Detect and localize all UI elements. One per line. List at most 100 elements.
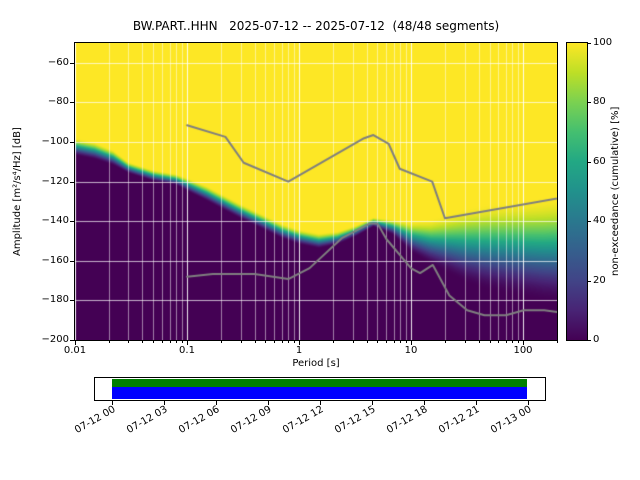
x-minor-tick-mark bbox=[394, 341, 395, 343]
x-minor-tick-mark bbox=[406, 341, 407, 343]
colorbar-tick-mark bbox=[588, 281, 591, 282]
ppsd-mesh-canvas bbox=[75, 43, 557, 340]
x-minor-tick-mark bbox=[128, 341, 129, 343]
x-tick-label: 100 bbox=[513, 345, 533, 356]
colorbar-tick-mark bbox=[588, 162, 591, 163]
y-tick-mark bbox=[70, 102, 74, 103]
x-minor-tick-mark bbox=[367, 341, 368, 343]
x-tick-mark bbox=[299, 341, 300, 345]
x-tick-mark bbox=[75, 341, 76, 345]
x-minor-tick-mark bbox=[333, 341, 334, 343]
y-tick-mark bbox=[70, 221, 74, 222]
x-minor-tick-mark bbox=[274, 341, 275, 343]
timeline-tick-mark bbox=[164, 401, 165, 405]
colorbar-tick-mark bbox=[588, 221, 591, 222]
y-tick-mark bbox=[70, 182, 74, 183]
x-axis-label: Period [s] bbox=[292, 358, 340, 369]
timeline-tick-label: 07-12 12 bbox=[281, 404, 326, 437]
y-tick-mark bbox=[70, 340, 74, 341]
timeline-tick-mark bbox=[268, 401, 269, 405]
timeline-tick-label: 07-12 18 bbox=[385, 404, 430, 437]
x-minor-tick-mark bbox=[353, 341, 354, 343]
colorbar-tick-mark bbox=[588, 102, 591, 103]
x-minor-tick-mark bbox=[498, 341, 499, 343]
x-minor-tick-mark bbox=[142, 341, 143, 343]
x-minor-tick-mark bbox=[386, 341, 387, 343]
timeline-tick-mark bbox=[112, 401, 113, 405]
x-minor-tick-mark bbox=[255, 341, 256, 343]
y-tick-label: −160 bbox=[41, 255, 69, 266]
timeline-tick-mark bbox=[372, 401, 373, 405]
timeline-segments-bar bbox=[112, 379, 527, 387]
x-minor-tick-mark bbox=[162, 341, 163, 343]
x-tick-label: 0.1 bbox=[179, 345, 195, 356]
x-minor-tick-mark bbox=[377, 341, 378, 343]
x-tick-label: 0.01 bbox=[63, 345, 87, 356]
x-tick-label: 10 bbox=[404, 345, 418, 356]
timeline-tick-mark bbox=[424, 401, 425, 405]
x-minor-tick-mark bbox=[170, 341, 171, 343]
colorbar-gradient bbox=[567, 43, 587, 340]
y-tick-label: −100 bbox=[41, 136, 69, 147]
x-tick-label: 1 bbox=[295, 345, 303, 356]
x-minor-tick-mark bbox=[294, 341, 295, 343]
y-tick-mark bbox=[70, 63, 74, 64]
timeline-tick-label: 07-12 09 bbox=[229, 404, 274, 437]
colorbar-tick-label: 60 bbox=[593, 156, 606, 167]
timeline-tick-mark bbox=[216, 401, 217, 405]
x-minor-tick-mark bbox=[465, 341, 466, 343]
colorbar-label: non-exceedance (cumulative) [%] bbox=[610, 106, 621, 277]
x-minor-tick-mark bbox=[506, 341, 507, 343]
colorbar bbox=[566, 42, 588, 341]
x-minor-tick-mark bbox=[221, 341, 222, 343]
x-minor-tick-mark bbox=[265, 341, 266, 343]
timeline-tick-label: 07-12 00 bbox=[73, 404, 118, 437]
x-tick-mark bbox=[187, 341, 188, 345]
colorbar-tick-label: 40 bbox=[593, 215, 606, 226]
x-minor-tick-mark bbox=[182, 341, 183, 343]
x-minor-tick-mark bbox=[557, 341, 558, 343]
y-tick-label: −140 bbox=[41, 215, 69, 226]
timeline-data-bar bbox=[112, 387, 527, 399]
timeline-tick-label: 07-12 21 bbox=[437, 404, 482, 437]
chart-title: BW.PART..HHN 2025-07-12 -- 2025-07-12 (4… bbox=[132, 19, 500, 33]
y-tick-mark bbox=[70, 261, 74, 262]
colorbar-tick-label: 20 bbox=[593, 275, 606, 286]
x-minor-tick-mark bbox=[479, 341, 480, 343]
x-minor-tick-mark bbox=[512, 341, 513, 343]
timeline-tick-label: 07-12 06 bbox=[177, 404, 222, 437]
y-tick-label: −200 bbox=[41, 334, 69, 345]
colorbar-tick-mark bbox=[588, 43, 591, 44]
x-minor-tick-mark bbox=[282, 341, 283, 343]
x-minor-tick-mark bbox=[490, 341, 491, 343]
timeline-tick-mark bbox=[320, 401, 321, 405]
timeline-tick-label: 07-12 15 bbox=[333, 404, 378, 437]
colorbar-tick-label: 80 bbox=[593, 96, 606, 107]
x-tick-mark bbox=[523, 341, 524, 345]
x-minor-tick-mark bbox=[241, 341, 242, 343]
x-minor-tick-mark bbox=[153, 341, 154, 343]
y-tick-label: −180 bbox=[41, 294, 69, 305]
x-minor-tick-mark bbox=[518, 341, 519, 343]
x-tick-mark bbox=[411, 341, 412, 345]
x-minor-tick-mark bbox=[400, 341, 401, 343]
colorbar-tick-label: 100 bbox=[593, 37, 613, 48]
plot-area bbox=[74, 42, 558, 341]
colorbar-tick-label: 0 bbox=[593, 334, 600, 345]
y-tick-label: −60 bbox=[47, 57, 69, 68]
colorbar-tick-mark bbox=[588, 340, 591, 341]
timeline-tick-mark bbox=[528, 401, 529, 405]
x-minor-tick-mark bbox=[445, 341, 446, 343]
y-tick-mark bbox=[70, 142, 74, 143]
timeline-tick-label: 07-12 03 bbox=[125, 404, 170, 437]
timeline-frame bbox=[94, 377, 546, 401]
y-tick-mark bbox=[70, 300, 74, 301]
timeline-tick-mark bbox=[476, 401, 477, 405]
y-tick-label: −120 bbox=[41, 176, 69, 187]
x-minor-tick-mark bbox=[109, 341, 110, 343]
x-minor-tick-mark bbox=[176, 341, 177, 343]
x-minor-tick-mark bbox=[288, 341, 289, 343]
y-tick-label: −80 bbox=[47, 96, 69, 107]
timeline-tick-label: 07-13 00 bbox=[489, 404, 534, 437]
